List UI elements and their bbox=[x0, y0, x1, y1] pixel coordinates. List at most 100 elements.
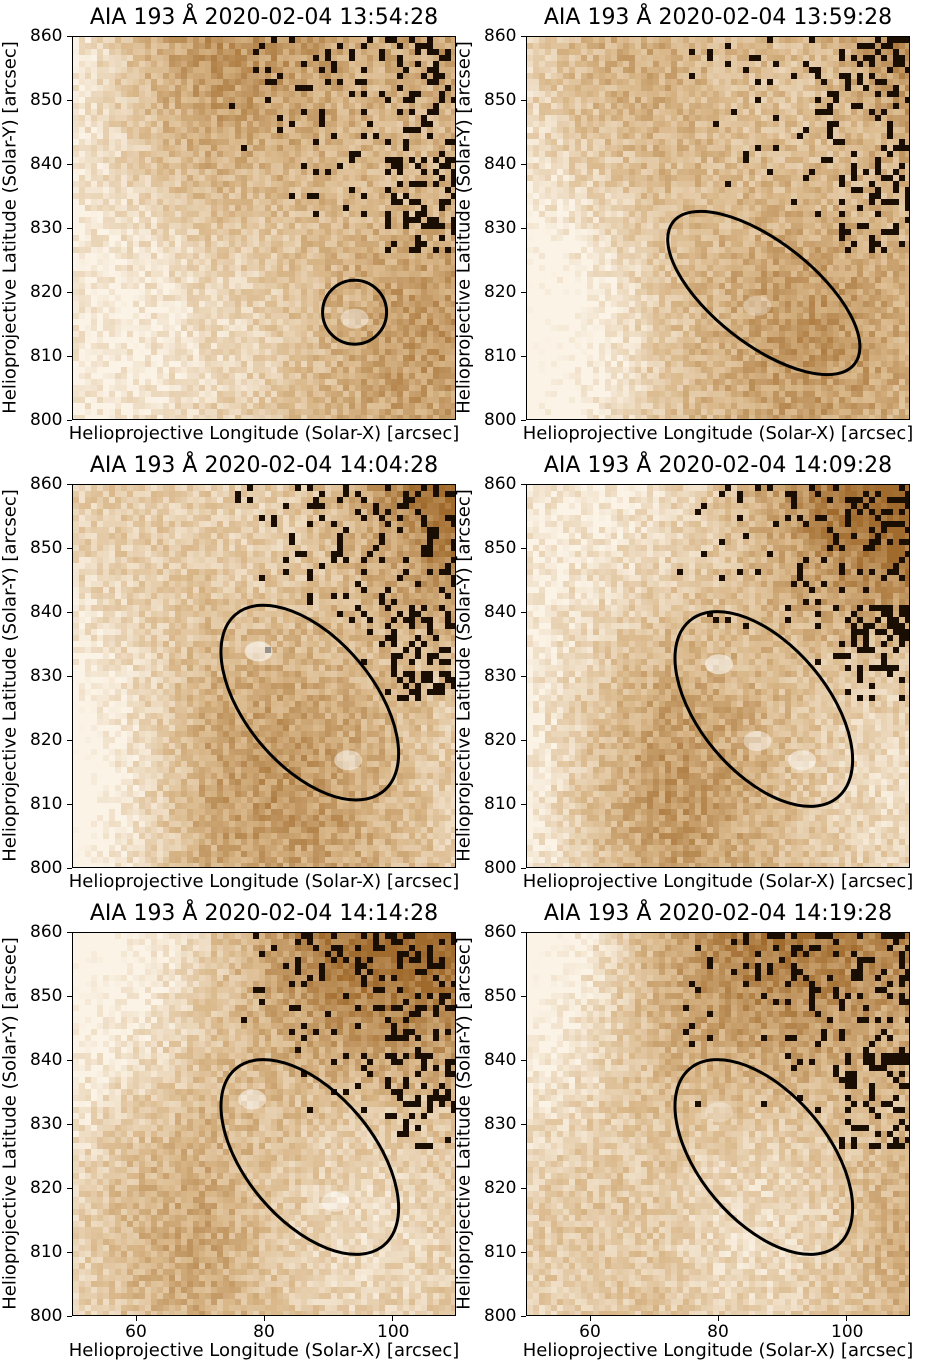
bright-spot bbox=[743, 295, 772, 316]
pixel-texture bbox=[73, 485, 455, 867]
y-tick-label: 850 bbox=[30, 90, 62, 110]
y-tick-mark bbox=[521, 612, 526, 613]
y-tick-label: 810 bbox=[30, 1242, 62, 1262]
y-axis-label: Helioprojective Latitude (Solar-Y) [arcs… bbox=[454, 28, 475, 428]
y-tick-label: 850 bbox=[484, 986, 516, 1006]
y-tick-label: 820 bbox=[30, 282, 62, 302]
solar-image-canvas bbox=[73, 485, 455, 867]
y-tick-mark bbox=[521, 164, 526, 165]
solar-image-canvas bbox=[527, 37, 909, 419]
region-circle bbox=[321, 278, 389, 346]
y-tick-mark bbox=[521, 1060, 526, 1061]
bright-spot bbox=[321, 1191, 350, 1212]
y-tick-label: 820 bbox=[30, 730, 62, 750]
pixel-texture bbox=[527, 37, 909, 419]
bright-spot bbox=[244, 641, 273, 662]
y-tick-label: 850 bbox=[484, 90, 516, 110]
y-tick-label: 820 bbox=[484, 730, 516, 750]
x-axis-label: Helioprojective Longitude (Solar-X) [arc… bbox=[506, 871, 930, 892]
y-tick-label: 830 bbox=[484, 1114, 516, 1134]
y-tick-mark bbox=[67, 804, 72, 805]
y-tick-mark bbox=[67, 1316, 72, 1317]
y-tick-label: 850 bbox=[484, 538, 516, 558]
y-tick-label: 800 bbox=[484, 1306, 516, 1326]
y-tick-mark bbox=[67, 1252, 72, 1253]
x-tick-label: 80 bbox=[703, 1322, 733, 1342]
y-tick-label: 860 bbox=[484, 474, 516, 494]
y-tick-label: 830 bbox=[30, 666, 62, 686]
y-tick-label: 840 bbox=[484, 1050, 516, 1070]
y-tick-mark bbox=[521, 228, 526, 229]
y-tick-label: 800 bbox=[30, 858, 62, 878]
y-tick-mark bbox=[521, 292, 526, 293]
solar-image-canvas bbox=[73, 933, 455, 1315]
y-tick-label: 850 bbox=[30, 538, 62, 558]
x-tick-label: 80 bbox=[249, 1322, 279, 1342]
y-tick-label: 800 bbox=[484, 858, 516, 878]
y-tick-label: 830 bbox=[484, 666, 516, 686]
solar-image bbox=[526, 484, 910, 868]
y-tick-mark bbox=[521, 548, 526, 549]
pixel-texture bbox=[527, 933, 909, 1315]
x-tick-mark bbox=[264, 1316, 265, 1321]
y-tick-label: 810 bbox=[484, 794, 516, 814]
solar-image bbox=[72, 932, 456, 1316]
x-axis-label: Helioprojective Longitude (Solar-X) [arc… bbox=[506, 1340, 930, 1361]
bright-spot bbox=[238, 1089, 267, 1110]
y-tick-label: 810 bbox=[30, 346, 62, 366]
region-ellipse bbox=[673, 610, 855, 808]
y-tick-mark bbox=[521, 868, 526, 869]
y-tick-label: 850 bbox=[30, 986, 62, 1006]
y-tick-mark bbox=[521, 36, 526, 37]
solar-image bbox=[72, 484, 456, 868]
bright-spot bbox=[788, 750, 817, 771]
y-tick-mark bbox=[67, 612, 72, 613]
y-tick-label: 830 bbox=[484, 218, 516, 238]
panel-title: AIA 193 Å 2020-02-04 13:54:28 bbox=[52, 5, 476, 30]
y-tick-label: 810 bbox=[484, 1242, 516, 1262]
bright-spot bbox=[705, 1102, 733, 1123]
y-tick-label: 860 bbox=[484, 922, 516, 942]
y-tick-label: 840 bbox=[30, 602, 62, 622]
x-axis-label: Helioprojective Longitude (Solar-X) [arc… bbox=[506, 423, 930, 444]
solar-image bbox=[72, 36, 456, 420]
x-tick-mark bbox=[590, 1316, 591, 1321]
y-tick-mark bbox=[521, 1124, 526, 1125]
bright-spot bbox=[340, 308, 369, 329]
pixel-texture bbox=[527, 485, 909, 867]
y-tick-label: 830 bbox=[30, 1114, 62, 1134]
y-tick-label: 800 bbox=[484, 410, 516, 430]
y-axis-label: Helioprojective Latitude (Solar-Y) [arcs… bbox=[454, 924, 475, 1324]
pixel-texture bbox=[73, 37, 455, 419]
x-tick-mark bbox=[136, 1316, 137, 1321]
x-tick-mark bbox=[392, 1316, 393, 1321]
x-tick-mark bbox=[846, 1316, 847, 1321]
solar-image bbox=[526, 932, 910, 1316]
region-ellipse bbox=[673, 1058, 855, 1256]
y-tick-mark bbox=[67, 484, 72, 485]
y-tick-mark bbox=[67, 36, 72, 37]
y-tick-label: 820 bbox=[484, 282, 516, 302]
y-tick-mark bbox=[521, 1188, 526, 1189]
region-ellipse bbox=[219, 1058, 401, 1256]
bright-spot bbox=[334, 750, 363, 771]
x-axis-label: Helioprojective Longitude (Solar-X) [arc… bbox=[52, 1340, 476, 1361]
y-tick-label: 840 bbox=[30, 154, 62, 174]
x-tick-label: 100 bbox=[831, 1322, 863, 1342]
pixel-texture bbox=[73, 933, 455, 1315]
x-tick-label: 100 bbox=[377, 1322, 409, 1342]
y-tick-mark bbox=[67, 1124, 72, 1125]
y-tick-mark bbox=[521, 484, 526, 485]
y-tick-mark bbox=[521, 996, 526, 997]
solar-image bbox=[526, 36, 910, 420]
y-tick-label: 820 bbox=[484, 1178, 516, 1198]
y-tick-label: 840 bbox=[30, 1050, 62, 1070]
y-tick-label: 810 bbox=[484, 346, 516, 366]
y-tick-label: 860 bbox=[30, 26, 62, 46]
y-tick-label: 860 bbox=[30, 474, 62, 494]
y-tick-mark bbox=[521, 356, 526, 357]
y-tick-label: 830 bbox=[30, 218, 62, 238]
y-tick-mark bbox=[67, 740, 72, 741]
y-tick-mark bbox=[521, 676, 526, 677]
y-tick-mark bbox=[67, 1188, 72, 1189]
